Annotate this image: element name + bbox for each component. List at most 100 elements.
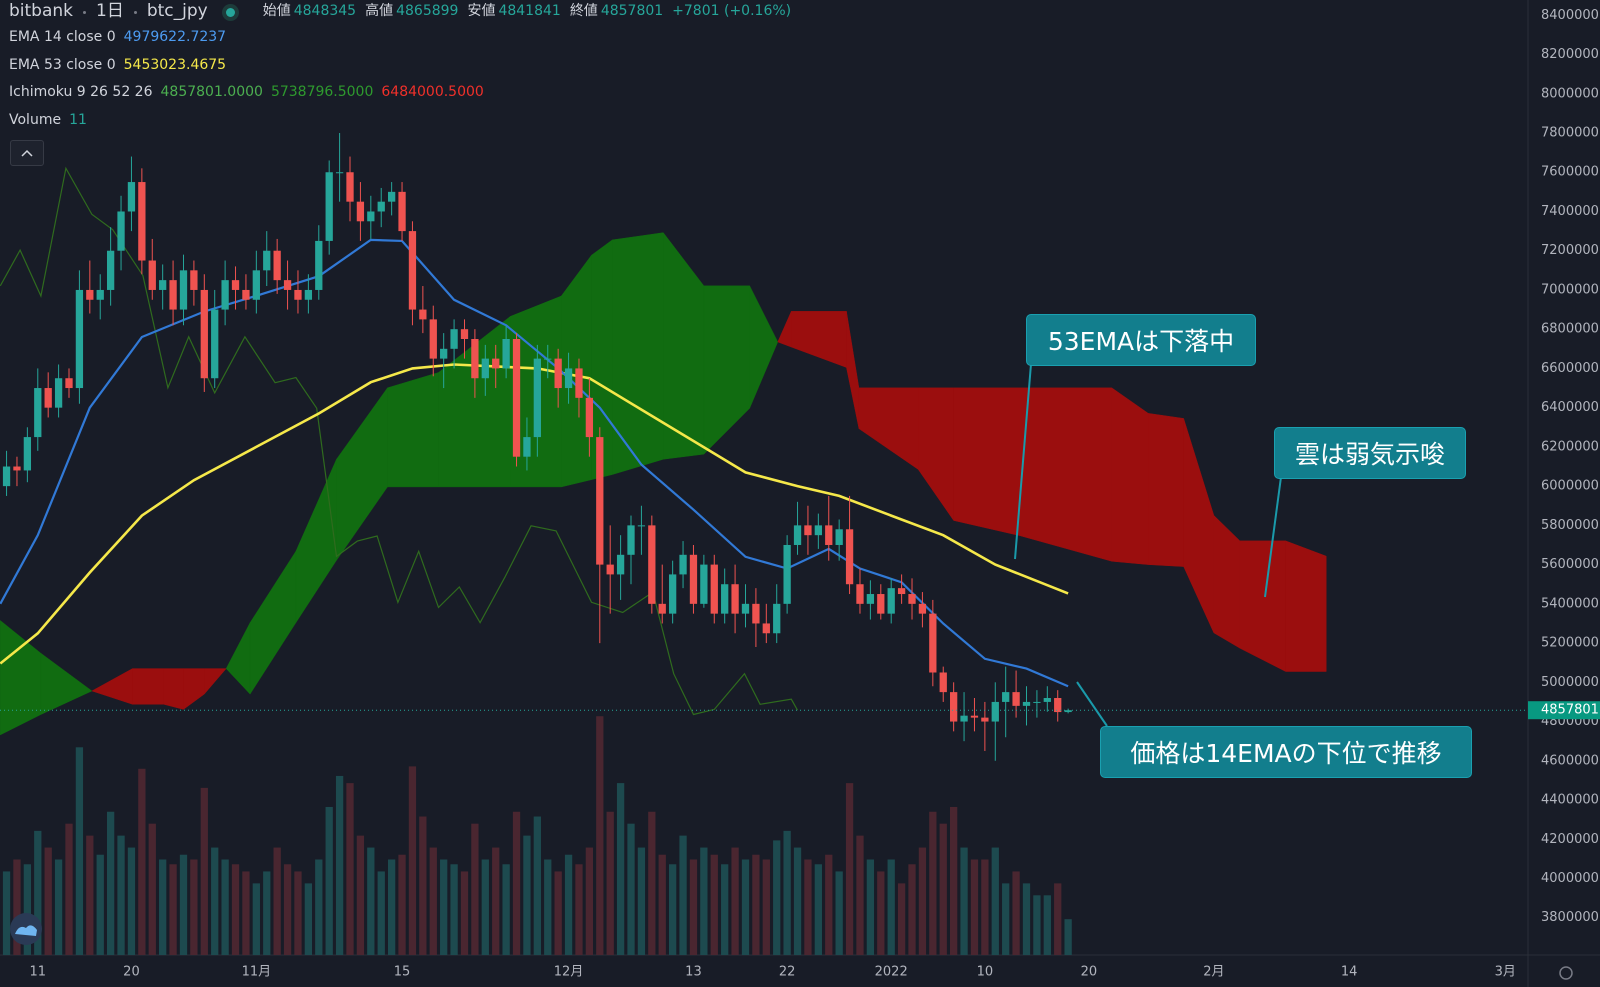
candle-body <box>856 584 864 604</box>
y-tick-label: 5400000 <box>1541 596 1599 611</box>
volume-bar <box>367 847 375 955</box>
candle-body <box>918 603 927 614</box>
ema53-legend[interactable]: EMA 53 close 0 5453023.4675 <box>9 52 797 80</box>
volume-bar <box>554 871 562 955</box>
candle-body <box>408 231 417 310</box>
volume-bar <box>335 775 344 955</box>
cloud-segment <box>749 285 779 409</box>
volume-bar <box>460 871 469 955</box>
volume-bar <box>835 871 843 955</box>
candle-body <box>356 201 365 222</box>
volume-bar <box>65 823 73 955</box>
volume-layer <box>2 716 1072 955</box>
volume-bar <box>1064 919 1072 955</box>
volume-bar <box>169 864 177 955</box>
cloud-segment <box>336 387 388 562</box>
settings-icon[interactable] <box>1559 966 1573 980</box>
cloud-segment <box>1148 413 1184 567</box>
volume-bar <box>263 871 271 955</box>
candle-body <box>75 289 84 389</box>
volume-bar <box>679 835 687 955</box>
volume-bar <box>752 854 760 955</box>
volume-bar <box>814 864 822 955</box>
cloud-segment <box>791 311 847 368</box>
x-tick-label: 14 <box>1341 965 1358 980</box>
high-value: 4865899 <box>396 3 459 20</box>
ohlc: 始値 4848345 高値 4865899 安値 4841841 終値 4857801 … <box>263 0 797 26</box>
interval: 1日 <box>96 1 124 22</box>
volume-bar <box>1033 895 1041 955</box>
candle-body <box>54 378 63 408</box>
candle-body <box>1043 698 1051 702</box>
volume-bar <box>1043 895 1051 955</box>
candle-body <box>866 594 875 604</box>
volume-bar <box>54 859 63 955</box>
candle-body <box>2 466 11 487</box>
cloud-segment <box>1239 540 1286 672</box>
x-tick-label: 2022 <box>875 965 908 980</box>
volume-bar <box>127 847 136 955</box>
candle-body <box>1022 701 1031 706</box>
candle-body <box>741 603 750 614</box>
ichimoku-name: Ichimoku 9 26 52 26 <box>9 84 153 100</box>
ichimoku-value: 4857801.0000 <box>160 84 263 100</box>
volume-bar <box>346 783 354 955</box>
volume-bar <box>991 847 999 955</box>
annotation-pointers <box>1014 363 1282 727</box>
volume-bar <box>929 811 937 955</box>
volume-bar <box>231 864 240 955</box>
y-tick-label: 5200000 <box>1541 636 1599 651</box>
pair: btc_jpy <box>146 1 208 22</box>
cloud-segment <box>132 668 164 705</box>
y-tick-label: 6800000 <box>1541 322 1599 337</box>
volume-name: Volume <box>9 111 62 128</box>
exchange: bitbank <box>9 1 74 22</box>
cloud-segment <box>858 387 919 470</box>
collapse-button[interactable] <box>10 140 44 166</box>
annotation[interactable]: 価格は14EMAの下位で推移 <box>1100 726 1472 778</box>
volume-bar <box>86 835 94 955</box>
candle-body <box>440 348 448 359</box>
candle-body <box>1002 692 1010 702</box>
separator <box>83 10 87 14</box>
candle-body <box>731 584 739 614</box>
volume-bar <box>492 847 500 955</box>
volume-bar <box>721 864 729 955</box>
candle-body <box>211 309 219 379</box>
cloud-segment <box>1183 418 1215 633</box>
candle-body <box>897 588 906 595</box>
y-tick-label: 5600000 <box>1541 557 1599 572</box>
candle-body <box>460 329 469 339</box>
cloud-segment <box>612 232 664 475</box>
volume-bar <box>783 830 791 955</box>
close-value: 4857801 <box>600 3 664 20</box>
volume-bar <box>211 847 219 955</box>
volume-bar <box>273 847 281 955</box>
volume-bar <box>710 854 718 955</box>
annotation[interactable]: 雲は弱気示唆 <box>1274 427 1466 479</box>
candle-body <box>793 525 802 545</box>
candle-body <box>991 701 999 722</box>
volume-bar <box>1022 883 1031 955</box>
volume-legend[interactable]: Volume 11 <box>9 107 797 135</box>
ema14-legend[interactable]: EMA 14 close 0 4979622.7237 <box>9 24 797 52</box>
volume-bar <box>471 823 479 955</box>
candle-body <box>710 564 718 614</box>
annotation[interactable]: 53EMAは下落中 <box>1026 314 1256 366</box>
volume-bar <box>294 871 302 955</box>
y-tick-label: 7800000 <box>1541 126 1599 141</box>
lagging-span <box>0 166 799 716</box>
candle-body <box>887 588 895 614</box>
candle-body <box>481 358 489 379</box>
candle-body <box>960 715 968 722</box>
ichimoku-legend[interactable]: Ichimoku 9 26 52 26 4857801.0000 5738796.5… <box>9 79 797 107</box>
low-value: 4841841 <box>498 3 561 20</box>
candle-body <box>1033 701 1041 703</box>
volume-bar <box>939 823 947 955</box>
candle-body <box>783 544 791 604</box>
volume-bar <box>544 859 552 955</box>
y-tick-label: 8400000 <box>1541 8 1599 23</box>
y-tick-label: 3800000 <box>1541 910 1599 925</box>
